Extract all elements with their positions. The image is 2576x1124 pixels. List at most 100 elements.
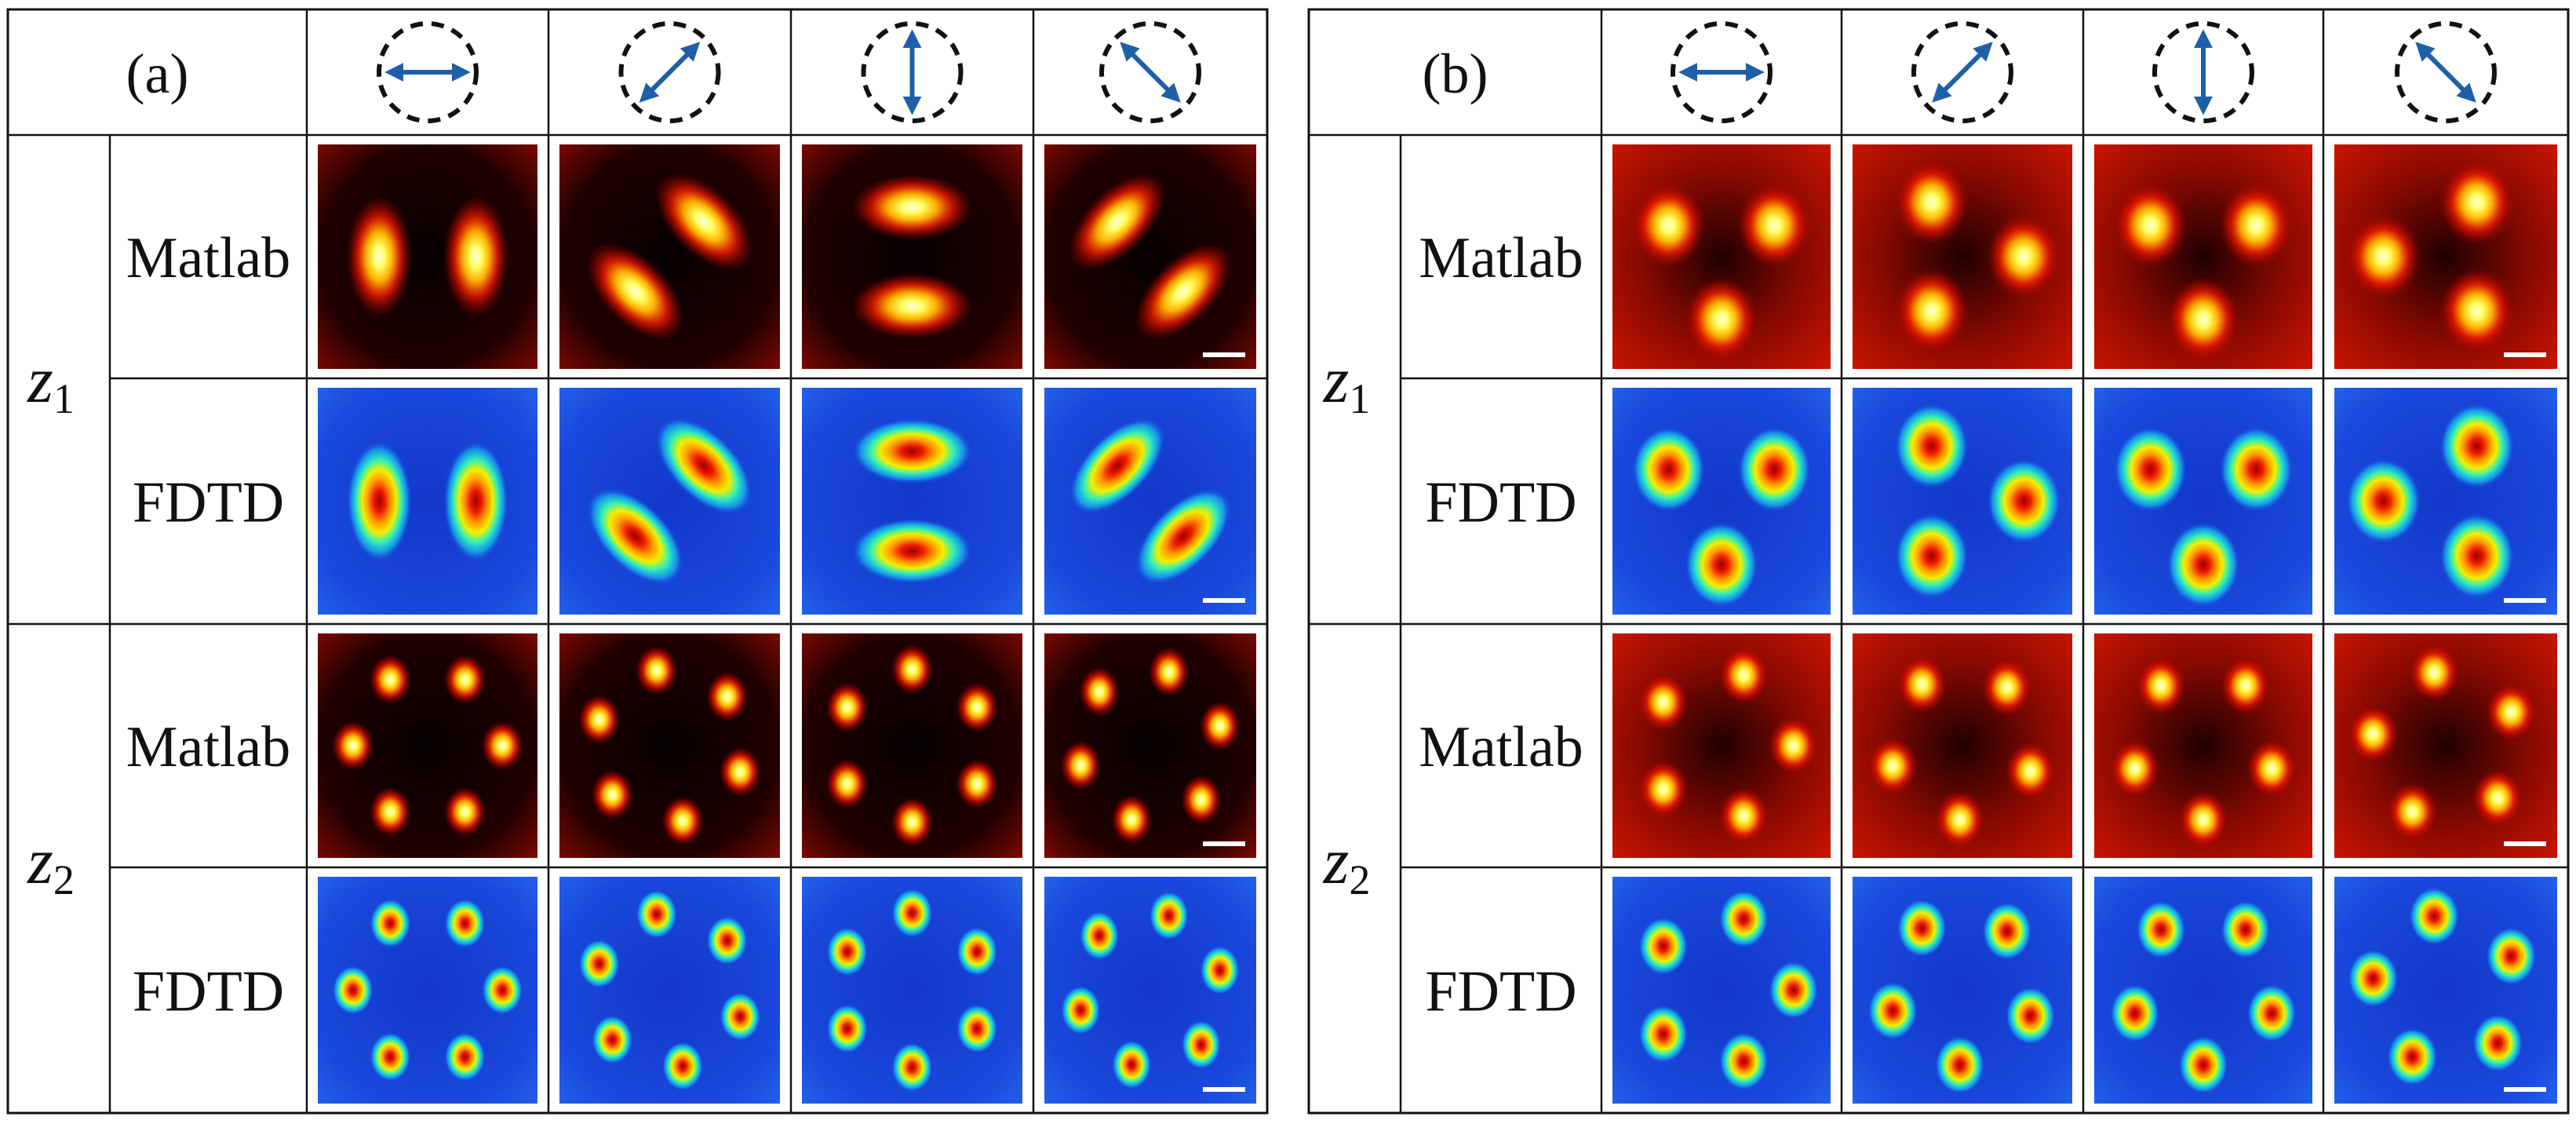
intensity-lobe: [956, 926, 998, 977]
field-image: [1853, 877, 2072, 1104]
intensity-lobe: [591, 1014, 634, 1065]
intensity-lobe: [443, 440, 509, 563]
intensity-lobe: [1718, 646, 1769, 705]
field-image: [802, 144, 1022, 369]
intensity-lobe: [2136, 656, 2187, 715]
intensity-lobe: [2220, 656, 2271, 715]
arrow-vertical-icon: [861, 21, 964, 123]
intensity-lobe: [2485, 682, 2538, 742]
arrow-diagonal-up-icon: [1911, 21, 2013, 123]
intensity-lobe: [1638, 673, 1689, 732]
field-image: [318, 388, 537, 615]
field-image: [1853, 144, 2072, 369]
intensity-lobe: [2166, 521, 2241, 608]
intensity-lobe: [1894, 403, 1969, 490]
dashed-circle: [2152, 21, 2254, 123]
field-image: [1044, 388, 1256, 615]
intensity-lobe: [481, 721, 523, 771]
intensity-lobe: [1149, 647, 1190, 697]
intensity-lobe: [1149, 890, 1190, 941]
intensity-lobe: [2219, 182, 2294, 268]
intensity-lobe: [481, 965, 523, 1016]
intensity-lobe: [2246, 739, 2297, 798]
intensity-lobe: [1894, 268, 1969, 354]
intensity-lobe: [2166, 276, 2241, 363]
dashed-circle: [2395, 21, 2497, 123]
dashed-circle: [861, 21, 964, 123]
field-image: [2094, 633, 2312, 858]
field-image: [559, 633, 780, 858]
intensity-lobe: [1069, 173, 1166, 271]
intensity-lobe: [2485, 926, 2538, 986]
panel-b: (b) z1 z2 Matlab FDTD Matlab FDTD: [1307, 8, 2570, 1115]
panel-label: (a): [126, 42, 189, 105]
intensity-lobe: [369, 786, 411, 837]
intensity-lobe: [2005, 742, 2057, 801]
intensity-lobe: [826, 926, 869, 977]
intensity-lobe: [705, 672, 749, 721]
intensity-lobe: [2439, 268, 2516, 354]
double-arrow: [1932, 42, 1993, 103]
field-image: [802, 633, 1022, 858]
z-label: z1: [27, 344, 75, 422]
field-image: [318, 144, 537, 369]
field-image: [318, 877, 537, 1104]
intensity-lobe: [705, 915, 749, 966]
intensity-lobe: [1134, 487, 1233, 586]
intensity-lobe: [346, 195, 413, 318]
field-image: [2094, 877, 2312, 1104]
intensity-lobe: [2178, 1035, 2228, 1095]
intensity-lobe: [719, 991, 761, 1042]
intensity-lobe: [891, 644, 934, 695]
intensity-lobe: [1200, 701, 1241, 751]
field-image: [1853, 633, 2072, 858]
intensity-lobe: [851, 418, 974, 485]
intensity-lobe: [1200, 945, 1241, 995]
intensity-lobe: [1934, 1035, 1985, 1095]
intensity-lobe: [891, 888, 934, 939]
intensity-lobe: [1718, 1031, 1769, 1091]
intensity-lobe: [2347, 705, 2399, 764]
intensity-lobe: [332, 721, 374, 771]
intensity-lobe: [826, 682, 869, 732]
intensity-lobe: [578, 695, 621, 745]
intensity-lobe: [2113, 182, 2188, 268]
field-image: [1044, 633, 1256, 858]
intensity-lobe: [346, 440, 413, 563]
intensity-lobe: [851, 517, 974, 585]
field-image: [559, 144, 780, 369]
intensity-lobe: [826, 1003, 869, 1054]
intensity-lobe: [1181, 775, 1222, 825]
row-label: Matlab: [1419, 226, 1583, 290]
intensity-lobe: [1986, 458, 2061, 545]
dashed-circle: [1099, 21, 1201, 123]
intensity-lobe: [636, 645, 678, 695]
intensity-lobe: [956, 1003, 998, 1054]
field-image: [1612, 144, 1831, 369]
intensity-lobe: [1181, 1020, 1222, 1070]
intensity-lobe: [851, 173, 973, 241]
intensity-lobe: [1894, 159, 1969, 245]
intensity-lobe: [2386, 782, 2439, 841]
intensity-lobe: [1060, 985, 1101, 1035]
intensity-lobe: [2109, 739, 2160, 798]
arrow-diagonal-up-icon: [618, 21, 721, 123]
intensity-lobe: [1768, 960, 1819, 1020]
panel-a: (a) z1 z2 Matlab FDTD Matlab FDTD: [6, 8, 1269, 1115]
intensity-lobe: [2347, 949, 2399, 1009]
intensity-lobe: [2439, 403, 2516, 490]
intensity-lobe: [586, 487, 685, 586]
intensity-lobe: [2246, 984, 2297, 1043]
panel-label: (b): [1423, 42, 1488, 105]
intensity-lobe: [1737, 426, 1812, 513]
intensity-lobe: [826, 759, 869, 809]
arrow-horizontal-icon: [1671, 21, 1773, 123]
z-label: z2: [1323, 825, 1371, 903]
intensity-lobe: [1638, 916, 1689, 976]
field-image: [1044, 144, 1256, 369]
intensity-lobe: [1638, 760, 1689, 819]
intensity-lobe: [1981, 901, 2033, 961]
field-image: [802, 877, 1022, 1104]
intensity-lobe: [2178, 790, 2228, 849]
intensity-lobe: [2472, 768, 2523, 827]
